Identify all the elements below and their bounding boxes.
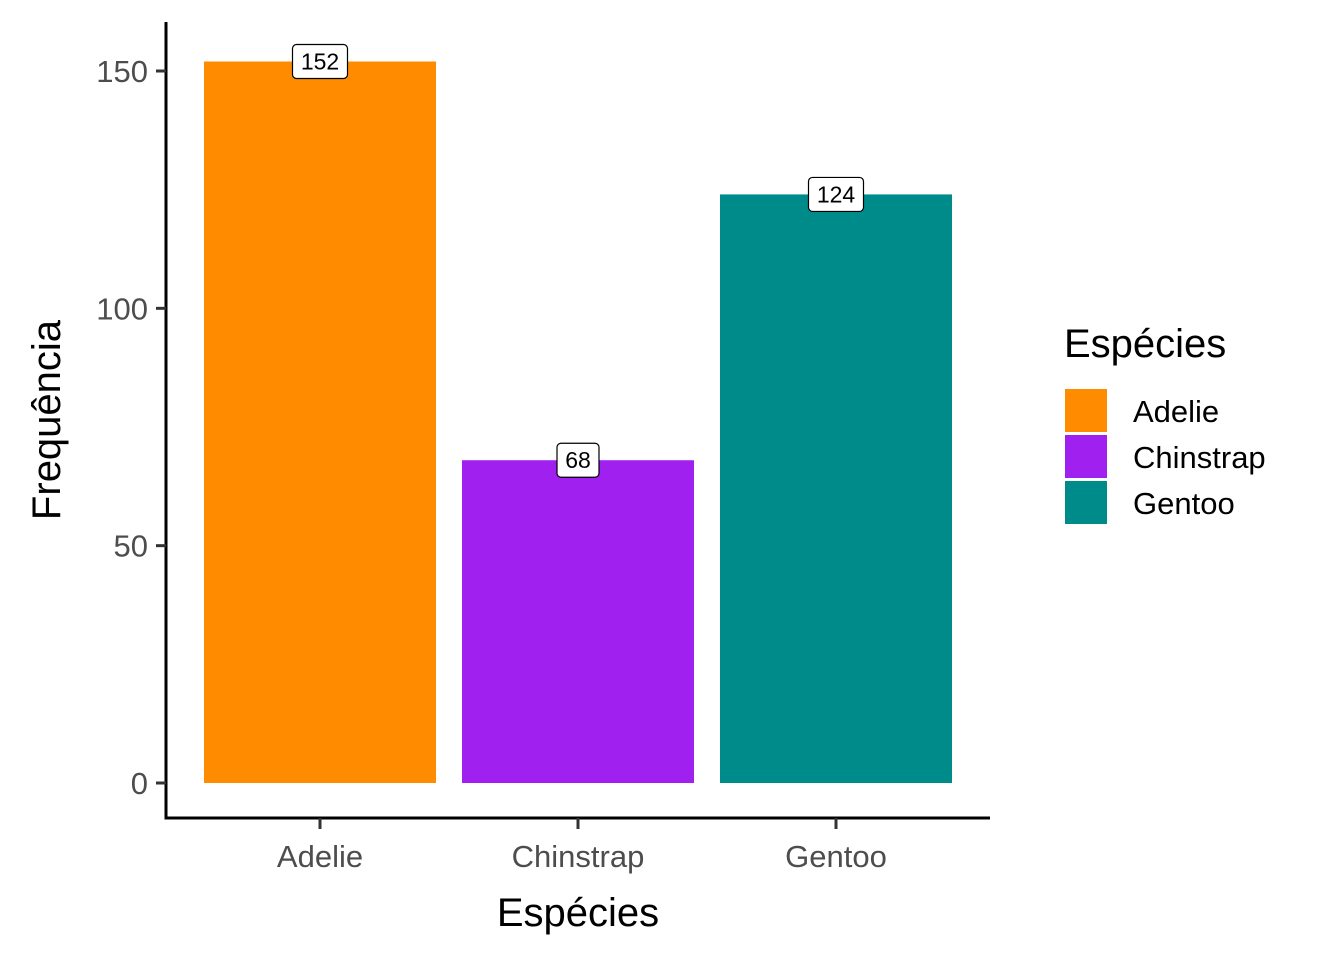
y-ticks-group: 0 50 100 150 bbox=[96, 54, 166, 801]
data-label-gentoo: 124 bbox=[817, 181, 856, 207]
bar-adelie bbox=[204, 61, 436, 784]
data-label-box-chinstrap bbox=[556, 442, 600, 478]
y-tick-label-150: 150 bbox=[96, 54, 148, 89]
bars-group bbox=[204, 61, 952, 784]
bar-gentoo bbox=[720, 194, 952, 783]
data-label-adelie: 152 bbox=[301, 49, 339, 75]
legend-label-gentoo: Gentoo bbox=[1133, 486, 1235, 521]
x-tick-label-gentoo: Gentoo bbox=[785, 839, 887, 874]
data-label-box-adelie bbox=[291, 43, 349, 80]
legend-label-adelie: Adelie bbox=[1133, 394, 1219, 429]
data-label-box-gentoo bbox=[807, 176, 865, 213]
legend: Espécies Adelie Chinstrap Gentoo bbox=[1064, 322, 1266, 524]
data-label-chinstrap: 68 bbox=[565, 447, 591, 473]
legend-key-adelie bbox=[1065, 389, 1107, 432]
data-labels-group: 152 68 124 bbox=[291, 43, 865, 478]
legend-label-chinstrap: Chinstrap bbox=[1133, 440, 1266, 475]
x-tick-label-chinstrap: Chinstrap bbox=[512, 839, 645, 874]
legend-title: Espécies bbox=[1064, 322, 1226, 366]
y-tick-label-100: 100 bbox=[96, 291, 148, 326]
x-axis-title: Espécies bbox=[497, 891, 659, 935]
y-axis-title: Frequência bbox=[25, 319, 69, 520]
legend-key-gentoo bbox=[1065, 481, 1107, 524]
legend-key-chinstrap bbox=[1065, 435, 1107, 478]
x-ticks-group: Adelie Chinstrap Gentoo bbox=[277, 818, 887, 874]
bar-chinstrap bbox=[462, 460, 694, 783]
x-tick-label-adelie: Adelie bbox=[277, 839, 363, 874]
y-tick-label-0: 0 bbox=[131, 766, 148, 801]
y-tick-label-50: 50 bbox=[114, 529, 148, 564]
